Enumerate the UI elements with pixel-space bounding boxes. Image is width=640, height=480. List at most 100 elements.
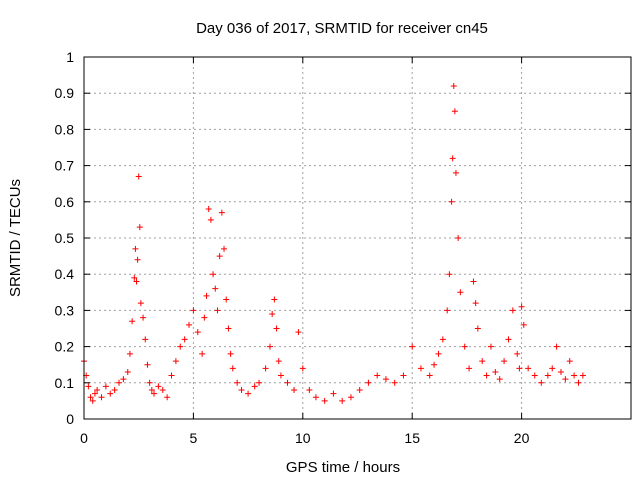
y-tick-label: 0.7 [55,158,75,174]
data-point [146,379,153,386]
data-point [229,365,236,372]
data-point [155,383,162,390]
data-point [225,325,232,332]
data-point [181,336,188,343]
data-point [291,387,298,394]
x-tick-label: 5 [190,430,198,446]
data-point [347,394,354,401]
y-tick-label: 0.4 [55,266,75,282]
x-axis-label: GPS time / hours [286,459,400,476]
data-point [227,350,234,357]
data-point [520,321,527,328]
data-point [199,350,206,357]
data-point [516,365,523,372]
data-point [201,314,208,321]
data-point [269,311,276,318]
x-tick-label: 20 [514,430,530,446]
data-point [91,390,98,397]
x-tick-labels: 0 5 10 15 20 [80,430,529,446]
data-point [144,361,151,368]
data-point [203,292,210,299]
data-point [474,325,481,332]
y-tick-label: 0.1 [55,375,75,391]
data-point [509,307,516,314]
data-point [451,108,458,115]
data-point [214,307,221,314]
y-tick-label: 0.2 [55,339,75,355]
data-point [94,387,101,394]
data-point [566,358,573,365]
data-point [273,325,280,332]
data-points [81,82,586,404]
data-point [483,372,490,379]
data-point [238,387,245,394]
data-point [111,387,118,394]
data-point [496,376,503,383]
data-point [444,307,451,314]
data-point [557,368,564,375]
data-point [262,365,269,372]
data-point [472,300,479,307]
data-point [168,372,175,379]
data-point [277,372,284,379]
data-point [210,271,217,278]
data-point [514,350,521,357]
data-point [571,372,578,379]
data-point [120,376,127,383]
data-point [126,350,133,357]
data-point [448,198,455,205]
data-point [221,245,228,252]
data-point [505,336,512,343]
data-point [133,278,140,285]
x-tick-label: 10 [295,430,311,446]
data-point [446,271,453,278]
data-point [207,216,214,223]
data-point [295,329,302,336]
data-point [356,387,363,394]
data-point [216,253,223,260]
data-point [151,390,158,397]
data-point [312,394,319,401]
data-point [450,82,457,89]
data-point [417,365,424,372]
data-point [461,343,468,350]
data-point [251,383,258,390]
data-point [87,394,94,401]
x-tick-label: 0 [80,430,88,446]
data-point [575,379,582,386]
data-point [135,173,142,180]
data-point [439,336,446,343]
data-point [134,256,141,263]
data-point [136,224,143,231]
data-point [186,321,193,328]
data-point [492,368,499,375]
data-point [339,397,346,404]
data-point [479,358,486,365]
axis-ticks [83,56,631,420]
data-point [330,390,337,397]
x-tick-label: 15 [404,430,420,446]
data-point [256,379,263,386]
data-point [98,394,105,401]
data-point [177,343,184,350]
data-point [266,343,273,350]
data-point [102,383,109,390]
y-tick-label: 0.3 [55,302,75,318]
y-tick-labels: 0 0.1 0.2 0.3 0.4 0.5 0.6 0.7 0.8 0.9 1 [55,49,75,427]
data-point [116,379,123,386]
data-point [518,303,525,310]
data-point [245,390,252,397]
y-tick-label: 0.8 [55,121,75,137]
data-point [455,235,462,241]
data-point [306,387,313,394]
y-tick-label: 0 [66,411,74,427]
data-point [271,296,278,303]
plot-frame [83,56,632,420]
y-axis-label: SRMTID / TECUs [7,179,24,297]
data-point [218,209,225,216]
data-point [299,365,306,372]
chart-title: Day 036 of 2017, SRMTID for receiver cn4… [196,20,488,37]
data-point [579,372,586,379]
data-point [159,387,166,394]
data-point [137,300,144,307]
